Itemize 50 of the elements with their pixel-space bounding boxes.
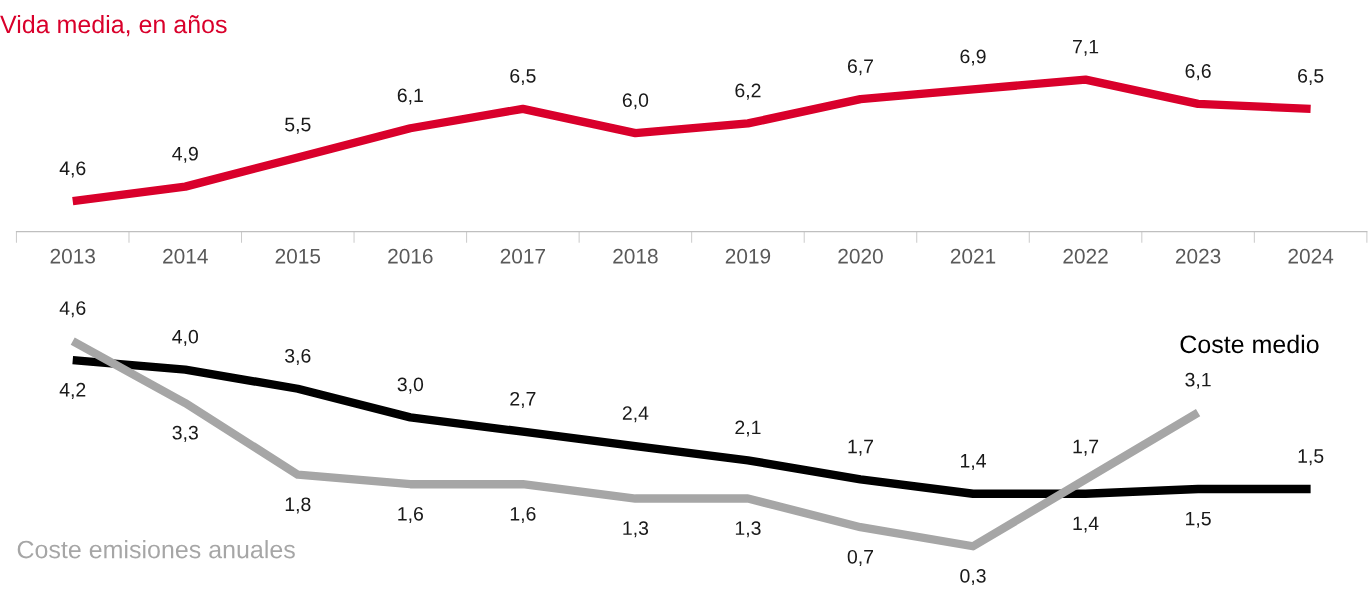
data-label: 2,4 — [622, 406, 649, 423]
data-label: 6,9 — [960, 49, 986, 66]
data-label: 4,6 — [59, 161, 86, 178]
data-label: 4,0 — [172, 329, 199, 346]
x-tick-label: 2022 — [1063, 248, 1108, 264]
x-tick-label: 2018 — [613, 248, 658, 264]
data-label: 6,7 — [847, 59, 874, 76]
data-label: 6,0 — [622, 93, 649, 110]
data-label: 4,2 — [59, 382, 86, 399]
x-tick-label: 2024 — [1288, 248, 1334, 264]
data-label: 0,3 — [960, 568, 986, 586]
x-tick-label: 2023 — [1175, 248, 1221, 264]
data-label: 1,5 — [1186, 511, 1211, 528]
data-label: 1,6 — [398, 506, 423, 524]
data-label: 4,9 — [172, 146, 198, 163]
data-label: 1,5 — [1298, 449, 1324, 466]
text: Coste emisiones anuales — [17, 540, 295, 559]
x-tick-label: 2016 — [388, 248, 433, 264]
data-label: 5,5 — [285, 117, 311, 134]
data-label: 1,6 — [510, 506, 536, 524]
data-label: 1,4 — [960, 454, 986, 470]
data-label: 6,5 — [510, 68, 536, 86]
data-label: 1,7 — [1073, 439, 1099, 456]
data-label: 3,6 — [285, 348, 311, 365]
data-label: 6,2 — [735, 83, 761, 100]
data-label: 1,4 — [1073, 516, 1099, 533]
data-label: 2,7 — [510, 391, 536, 408]
data-label: 4,6 — [59, 301, 86, 318]
data-label: 0,7 — [847, 549, 874, 566]
data-label: 1,8 — [285, 497, 311, 514]
x-tick-label: 2021 — [950, 248, 996, 264]
x-tick-label: 2017 — [500, 248, 545, 264]
data-label: 2,1 — [735, 420, 761, 437]
data-label: 3,3 — [172, 425, 198, 442]
x-tick-label: 2014 — [163, 248, 208, 264]
chart-title: Vida media, en años — [0, 14, 227, 37]
x-tick-label: 2019 — [725, 248, 771, 264]
data-label: 3,1 — [1185, 372, 1211, 389]
data-label: 3,0 — [397, 377, 424, 394]
x-tick-label: 2013 — [50, 248, 95, 264]
data-label: 7,1 — [1073, 39, 1099, 56]
text: Coste medio — [1180, 334, 1319, 354]
data-label: 1,3 — [623, 521, 649, 538]
data-label: 6,1 — [397, 88, 423, 105]
data-label: 6,6 — [1185, 64, 1211, 81]
data-label: 1,7 — [848, 439, 874, 456]
data-label: 1,3 — [735, 521, 761, 538]
data-label: 6,5 — [1298, 68, 1324, 86]
x-tick-label: 2020 — [838, 248, 883, 264]
x-tick-label: 2015 — [275, 248, 321, 264]
